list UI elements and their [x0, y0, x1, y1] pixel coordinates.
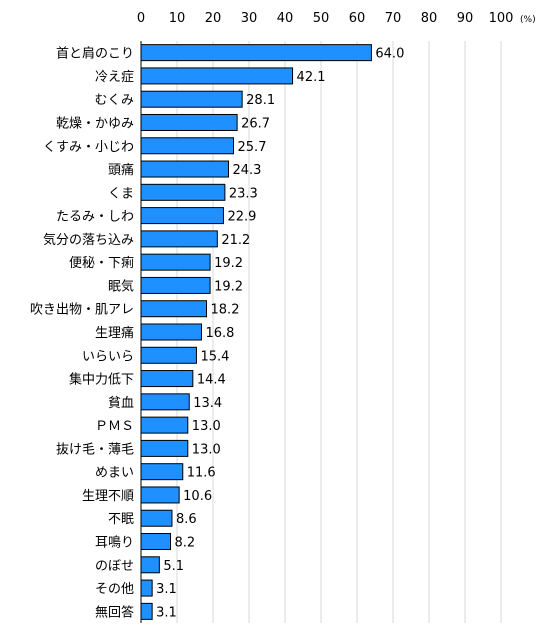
bar	[140, 486, 180, 504]
value-label: 13.0	[192, 419, 221, 434]
category-label: 気分の落ち込み	[43, 232, 134, 248]
x-tick-label: 50	[313, 11, 330, 26]
value-label: 15.4	[200, 349, 229, 364]
category-label: むくみ	[94, 93, 134, 108]
value-label: 3.1	[156, 582, 177, 597]
x-tick-label: 40	[277, 11, 294, 26]
bar	[140, 463, 184, 481]
category-label: 無回答	[95, 604, 134, 620]
bar	[140, 207, 224, 225]
value-labels: 64.0 42.1 28.1 26.7 25.7 24.3 23.3 22.9 21.2 19.2…	[156, 47, 404, 621]
value-label: 18.2	[211, 303, 240, 318]
x-tick-label: 30	[241, 11, 258, 26]
category-label: 頭痛	[108, 162, 134, 178]
value-label: 8.6	[176, 512, 197, 527]
bar	[140, 533, 172, 551]
value-label: 13.4	[193, 396, 222, 411]
category-label: たるみ・しわ	[56, 210, 134, 225]
value-label: 16.8	[205, 326, 234, 341]
value-label: 11.6	[187, 466, 216, 481]
bar	[140, 183, 226, 201]
bar	[140, 346, 197, 364]
bar	[140, 67, 294, 85]
value-label: 26.7	[241, 116, 270, 131]
category-label: 吹き出物・肌アレ	[30, 303, 134, 318]
value-label: 24.3	[232, 163, 261, 178]
value-label: 14.4	[197, 373, 226, 388]
bar	[140, 276, 211, 294]
bar	[140, 300, 208, 318]
x-tick-label: 100	[489, 11, 514, 26]
category-label: いらいら	[82, 349, 134, 364]
x-tick-label: 20	[205, 11, 222, 26]
value-label: 64.0	[375, 47, 404, 62]
x-tick-label: 70	[385, 11, 402, 26]
value-label: 19.2	[214, 279, 243, 294]
category-label: 抜け毛・薄毛	[56, 441, 134, 457]
value-label: 19.2	[214, 256, 243, 271]
bar	[140, 90, 243, 108]
category-label: 生理不順	[82, 489, 134, 504]
category-label: ＰＭＳ	[95, 419, 134, 434]
bar	[140, 370, 194, 388]
bar	[140, 439, 189, 457]
category-label: 乾燥・かゆみ	[56, 116, 134, 131]
value-label: 42.1	[297, 70, 326, 85]
x-tick-label: 0	[137, 11, 145, 26]
category-label: 耳鳴り	[95, 536, 134, 551]
category-label: のぼせ	[95, 559, 134, 574]
bar	[140, 556, 160, 574]
bar	[140, 137, 235, 155]
category-label: くすみ・小じわ	[43, 140, 134, 155]
bar	[140, 230, 218, 248]
category-label: 首と肩のこり	[56, 46, 134, 62]
category-label: 便秘・下痢	[69, 255, 134, 271]
category-label: その他	[95, 582, 134, 597]
category-label: 生理痛	[95, 325, 134, 341]
category-label: 集中力低下	[69, 372, 134, 388]
x-tick-label: 60	[349, 11, 366, 26]
category-label: 貧血	[108, 396, 134, 411]
value-label: 10.6	[183, 489, 212, 504]
category-label: 不眠	[108, 512, 134, 527]
bar	[140, 416, 189, 434]
bar	[140, 602, 153, 620]
value-label: 28.1	[246, 93, 275, 108]
x-tick-label: 80	[421, 11, 438, 26]
bar	[140, 253, 211, 271]
bar	[140, 113, 238, 131]
value-label: 23.3	[229, 186, 258, 201]
category-label: めまい	[95, 466, 134, 481]
bar	[140, 509, 173, 527]
x-tick-label: 90	[457, 11, 474, 26]
x-tick-label: 10	[169, 11, 186, 26]
category-labels: 首と肩のこり冷え症むくみ乾燥・かゆみくすみ・小じわ頭痛くまたるみ・しわ気分の落ち…	[30, 46, 134, 621]
category-label: くま	[108, 186, 134, 201]
unit-label: (%)	[520, 15, 536, 25]
bar	[140, 323, 202, 341]
value-label: 25.7	[238, 140, 267, 155]
value-label: 5.1	[163, 559, 184, 574]
value-label: 21.2	[221, 233, 250, 248]
bars	[140, 44, 372, 620]
value-label: 8.2	[175, 536, 196, 551]
x-axis-ticks: 0 10 20 30 40 50 60 70 80 90 100	[137, 11, 514, 26]
bar	[140, 393, 190, 411]
bar	[140, 44, 372, 62]
bar	[140, 160, 229, 178]
value-label: 22.9	[227, 210, 256, 225]
value-label: 13.0	[192, 442, 221, 457]
category-label: 眠気	[108, 278, 134, 294]
bar	[140, 579, 153, 597]
value-label: 3.1	[156, 605, 177, 620]
category-label: 冷え症	[95, 70, 134, 85]
